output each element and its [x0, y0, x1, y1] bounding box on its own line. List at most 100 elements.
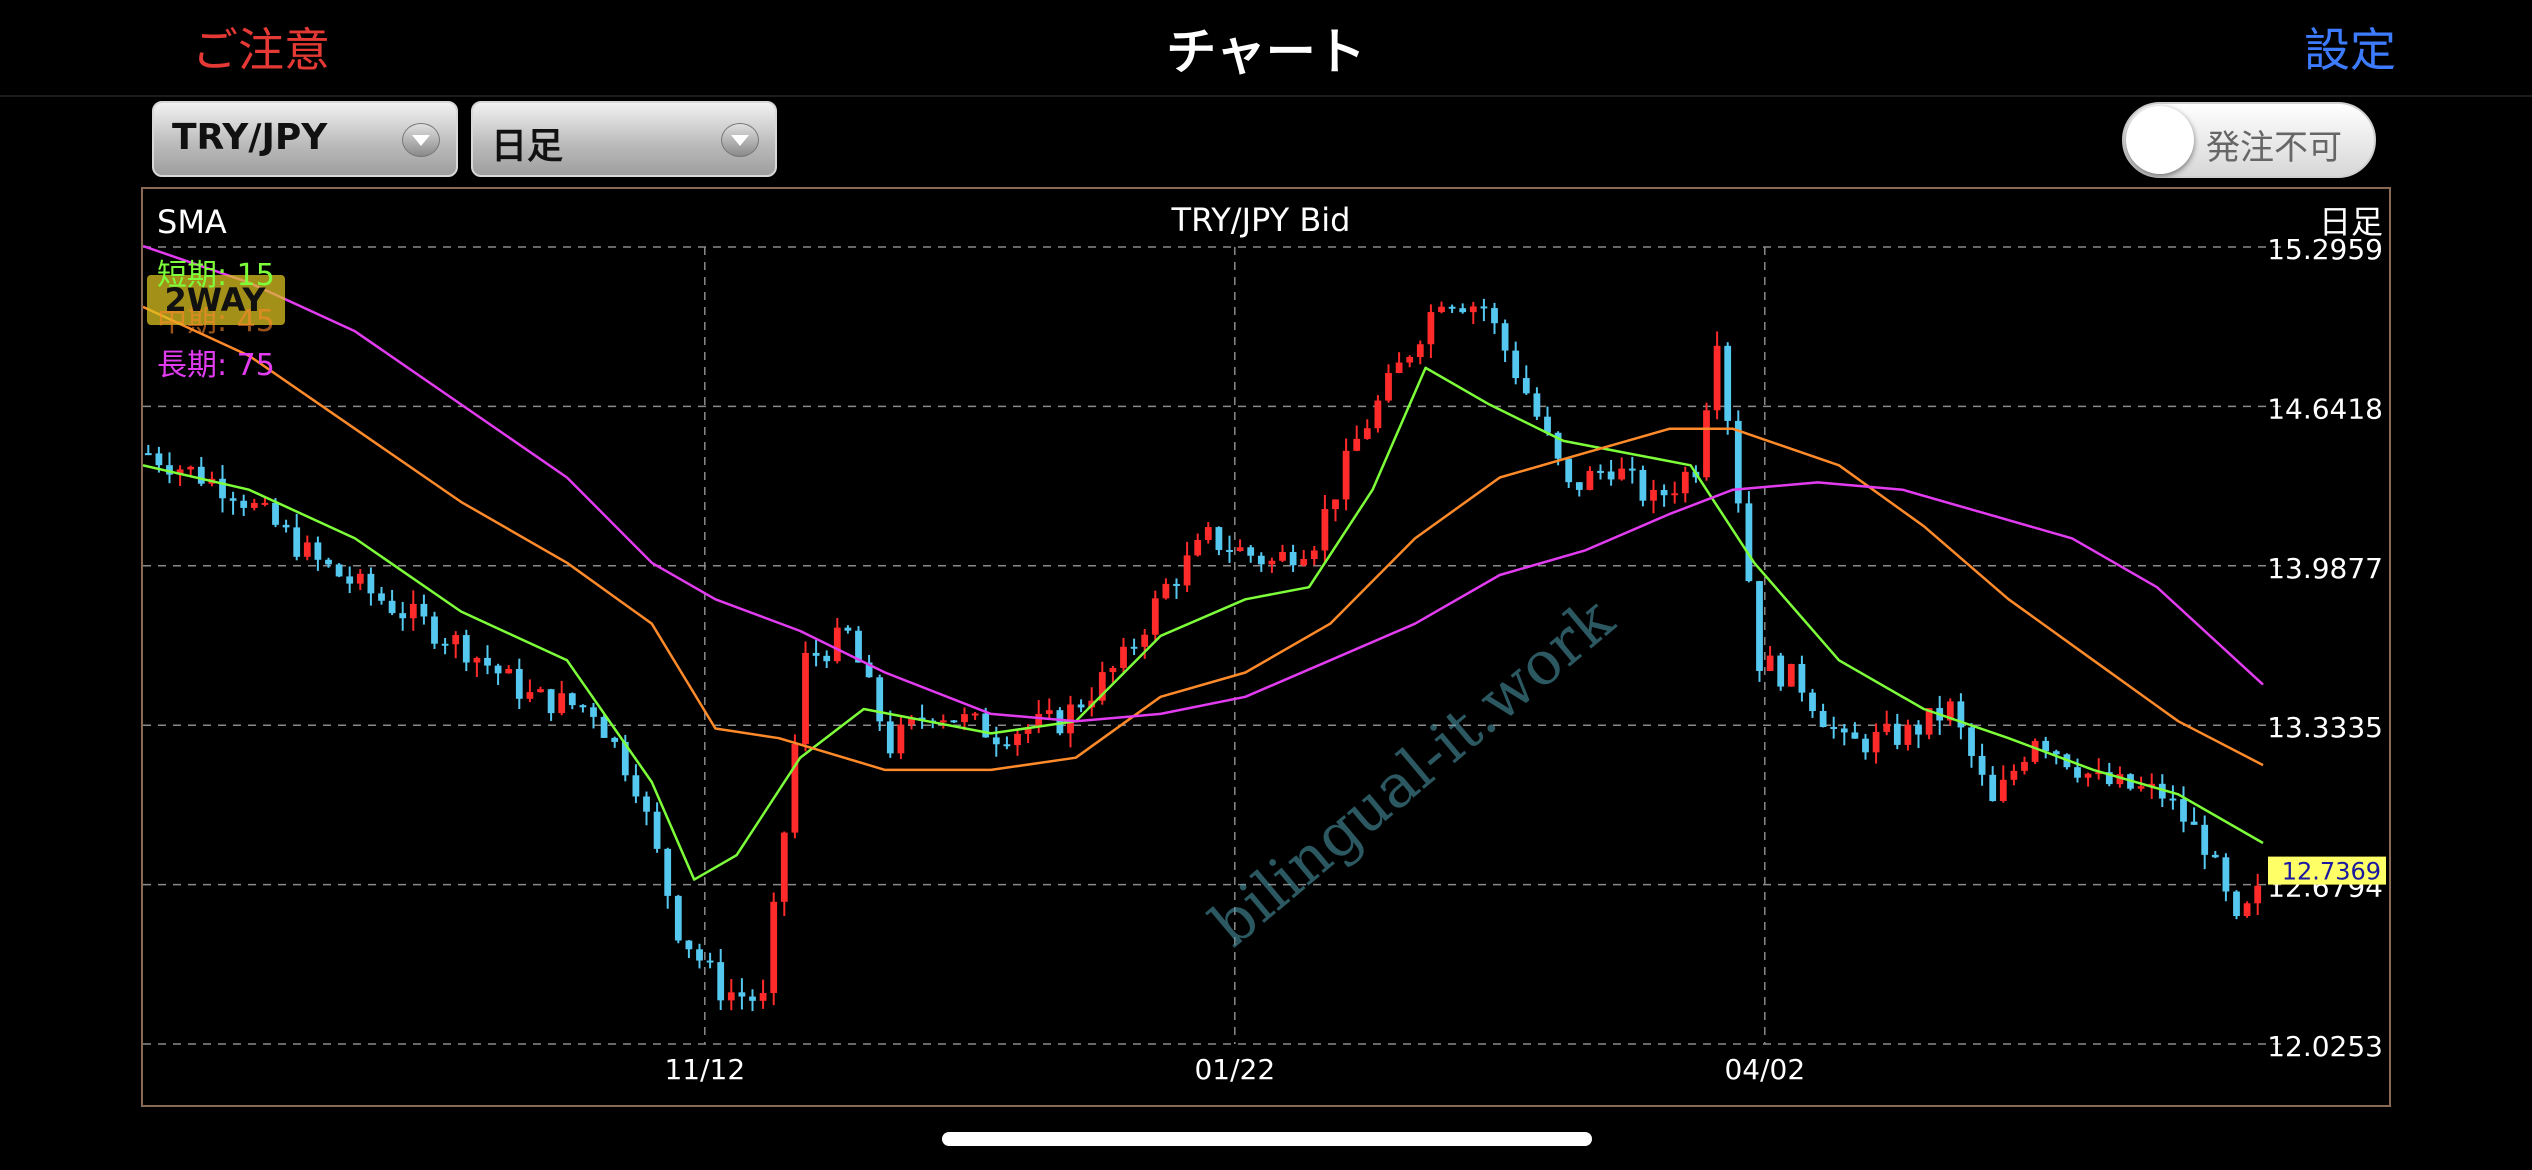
candle-body — [961, 714, 968, 723]
order-toggle[interactable]: 発注不可 — [2122, 102, 2376, 178]
candle-body — [2105, 772, 2113, 785]
candle-body — [674, 895, 682, 941]
chart-area[interactable]: bilingual-it.work 15.2959 14.6418 13.9877 1… — [141, 187, 2391, 1107]
candle-body — [1257, 555, 1265, 565]
candle-body — [727, 992, 735, 1001]
candle-body — [950, 720, 958, 723]
currency-pair-value: TRY/JPY — [172, 117, 328, 158]
candle-body — [314, 542, 322, 560]
candle-body — [1173, 583, 1180, 586]
candle-body — [2084, 773, 2092, 778]
candle-body — [982, 713, 990, 738]
candle-body — [2116, 774, 2124, 785]
candle-body — [664, 848, 672, 896]
candle-body — [1872, 731, 1880, 753]
candle-body — [2243, 903, 2251, 917]
candle-body — [367, 573, 375, 594]
candle-body — [293, 527, 301, 557]
y-tick-label: 13.3335 — [2267, 711, 2383, 744]
candle-body — [2148, 783, 2156, 787]
last-price-tag — [2268, 856, 2386, 885]
candle-body — [1215, 527, 1223, 550]
candle-body — [2095, 772, 2103, 775]
candle-body — [1385, 372, 1392, 401]
candle-body — [1353, 438, 1361, 451]
candle-body — [1236, 547, 1244, 552]
candle-body — [1416, 344, 1424, 358]
caution-link[interactable]: ご注意 — [192, 23, 330, 77]
candle-body — [1035, 713, 1043, 728]
candle-body — [939, 720, 947, 723]
candle-body — [1151, 598, 1159, 635]
candle-body — [431, 616, 438, 644]
candle-body — [176, 469, 184, 475]
settings-link[interactable]: 設定 — [2304, 23, 2396, 77]
candle-body — [1650, 489, 1657, 501]
candle-body — [1374, 400, 1382, 429]
candle-body — [1713, 345, 1721, 411]
candle-body — [1141, 634, 1149, 647]
candle-body — [802, 652, 809, 744]
candle-body — [1597, 470, 1604, 473]
candle-body — [1109, 667, 1117, 673]
candle-body — [1766, 655, 1774, 671]
candle-body — [1915, 724, 1922, 735]
candle-body — [1946, 701, 1954, 721]
candle-body — [197, 466, 205, 484]
2way-badge[interactable]: 2WAY — [165, 281, 267, 319]
candle-body — [812, 652, 820, 656]
candle-body — [1321, 509, 1329, 551]
candle-body — [1289, 551, 1297, 566]
candle-body — [2180, 799, 2187, 822]
candle-body — [1968, 727, 1975, 756]
candle-body — [791, 743, 799, 833]
candle-body — [484, 657, 491, 666]
candle-body — [1798, 663, 1806, 693]
candle-body — [643, 796, 650, 812]
price-axis: 15.295914.641813.987713.333512.679412.02… — [664, 233, 2386, 1086]
legend-mid: 中期: 45 — [157, 304, 275, 339]
candle-body — [229, 498, 237, 501]
candle-body — [1098, 672, 1106, 701]
candle-body — [1904, 724, 1912, 745]
candle-body — [1226, 549, 1233, 552]
candle-body — [1586, 470, 1594, 490]
candle-body — [823, 655, 831, 662]
candle-body — [749, 996, 756, 1001]
candle-body — [155, 453, 163, 466]
candle-body — [632, 775, 640, 797]
candle-body — [1660, 489, 1668, 496]
candle-body — [1406, 357, 1414, 363]
candle-body — [833, 627, 841, 662]
candle-body — [1999, 779, 2007, 802]
candle-body — [1734, 420, 1742, 504]
candle-body — [1491, 308, 1498, 324]
candle-body — [1533, 393, 1541, 417]
candle-body — [855, 630, 862, 663]
candle-body — [696, 949, 703, 961]
y-tick-label: 12.0253 — [2267, 1030, 2383, 1063]
period-select[interactable]: 日足 — [471, 101, 777, 177]
candle-body — [1809, 692, 1816, 712]
candle-body — [2021, 761, 2028, 771]
last-price-label: 12.7369 — [2282, 858, 2381, 886]
candle-body — [717, 962, 725, 1001]
candle-body — [1024, 727, 1032, 734]
candle-body — [897, 724, 905, 754]
candle-body — [1077, 704, 1085, 708]
candle-body — [1681, 471, 1689, 494]
candle-body — [908, 717, 915, 725]
candle-body — [1989, 774, 1997, 802]
candle-body — [261, 502, 269, 505]
candle-body — [780, 832, 788, 902]
candle-body — [558, 693, 566, 714]
chart-title: TRY/JPY Bid — [1171, 201, 1351, 239]
y-tick-label: 15.2959 — [2267, 233, 2383, 266]
candle-body — [1120, 646, 1127, 668]
candle-body — [1639, 469, 1647, 501]
candle-body — [505, 668, 513, 674]
candle-body — [462, 635, 470, 663]
candle-body — [1469, 306, 1477, 313]
x-tick-label: 11/12 — [664, 1053, 745, 1086]
currency-pair-select[interactable]: TRY/JPY — [152, 101, 458, 177]
